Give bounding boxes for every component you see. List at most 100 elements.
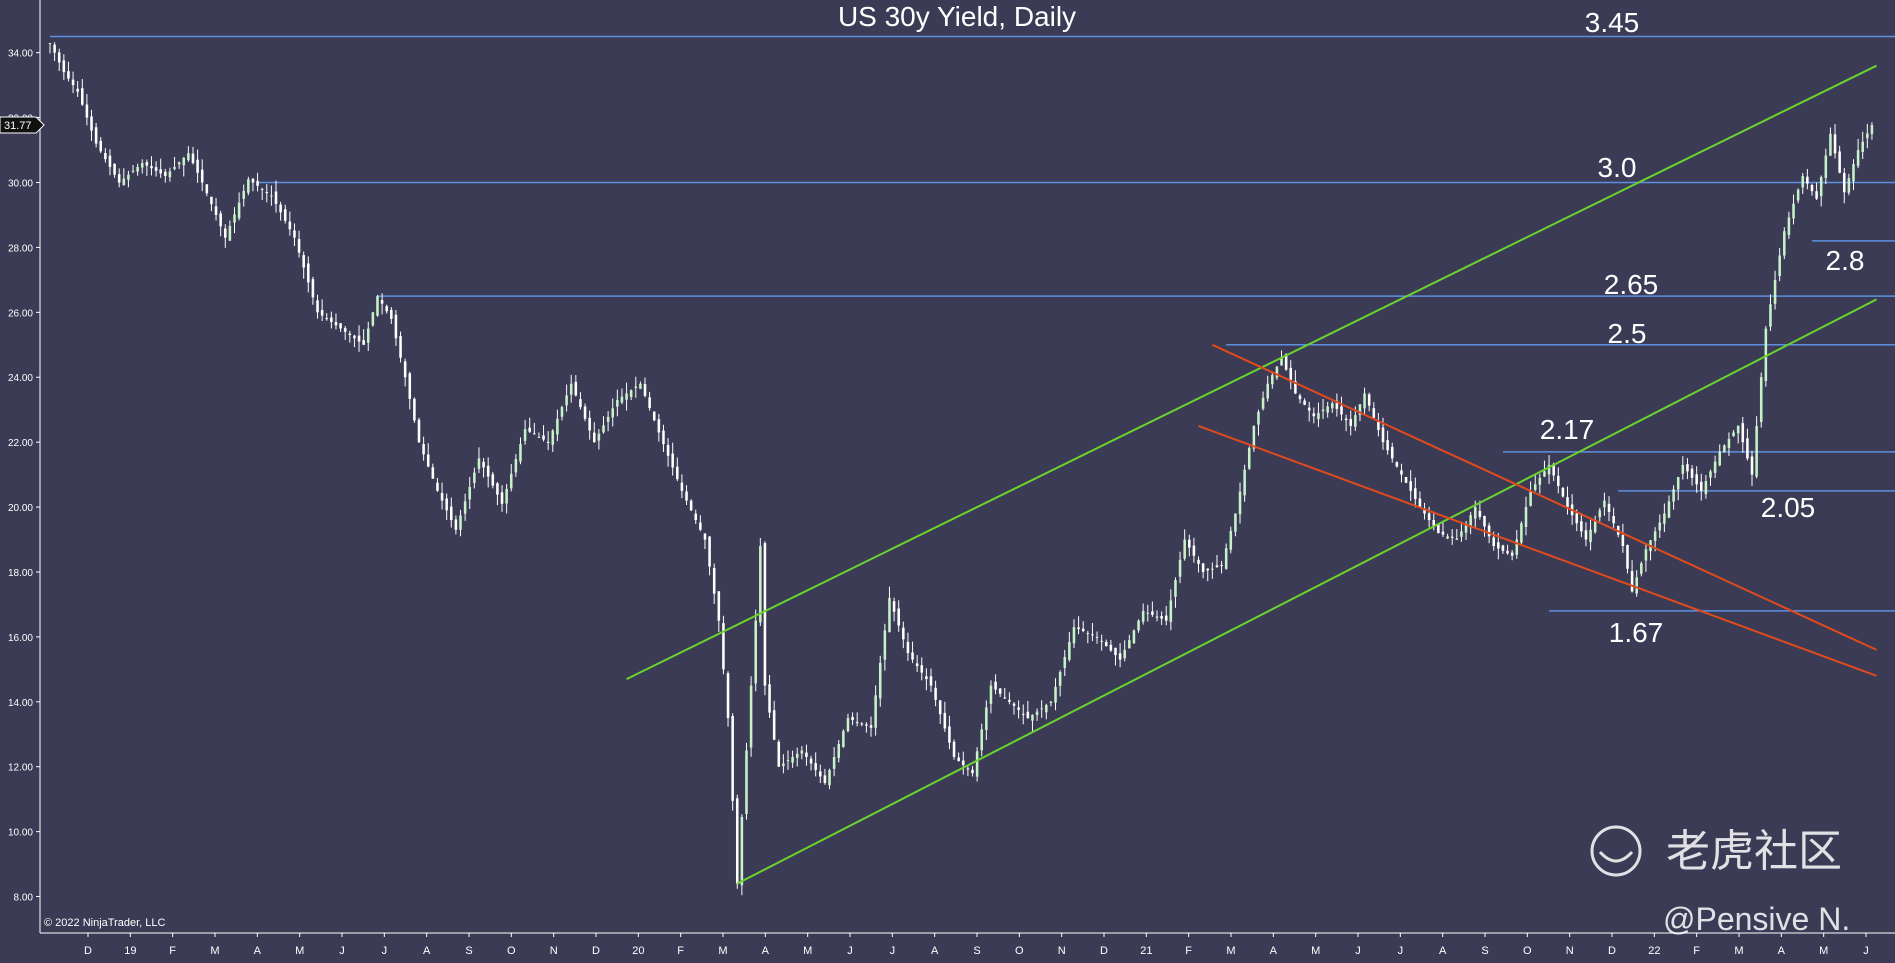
candle-body [390,309,393,319]
candle-body [1686,464,1689,472]
x-tick-label: M [1819,945,1828,957]
x-tick-label: M [210,945,219,957]
candle-body [1746,438,1749,459]
candle-body [1478,510,1482,517]
candle-body [265,191,269,193]
x-tick-label: 21 [1140,945,1152,957]
candle-body [1358,404,1362,415]
x-tick-label: D [592,945,600,957]
candle-body [546,441,550,443]
candle-body [569,383,573,395]
x-tick-label: F [169,945,176,957]
candle-body [1450,536,1454,538]
candle-body [1695,474,1698,485]
x-tick-label: M [1311,945,1320,957]
x-tick-label: J [890,945,896,957]
candle-body [1289,367,1293,382]
candle-body [1114,647,1117,656]
candle-body [906,641,910,654]
candle-body [1229,530,1233,550]
x-tick-label: F [677,945,684,957]
candle-body [666,445,670,456]
candle-body [1658,522,1662,531]
candle-body [399,336,402,358]
candle-body [1294,380,1297,394]
candle-body [223,228,227,238]
candle-body [1589,529,1592,543]
candle-body [1307,407,1311,411]
candle-body [99,140,103,152]
x-tick-label: J [847,945,853,957]
candle-body [1603,500,1606,508]
candle-body [1151,611,1154,615]
candle-body [57,52,61,63]
candle-body [629,390,633,398]
candle-body [320,310,324,316]
candle-body [897,608,900,626]
candle-body [431,467,435,479]
candle-body [422,444,425,455]
candle-body [1423,508,1426,514]
candle-body [1211,568,1214,570]
candle-body [1317,412,1320,420]
candle-body [726,673,730,719]
candle-body [878,662,882,699]
candle-body [1367,394,1371,406]
candle-body [1206,568,1210,571]
level-annotation: 2.8 [1826,245,1865,276]
y-tick-label: 8.00 [14,893,34,904]
x-tick-label: M [718,945,727,957]
candle-body [200,169,204,183]
x-tick-label: A [931,945,939,957]
x-tick-label: S [973,945,980,957]
candle-body [1584,530,1588,540]
candle-body [436,482,439,491]
candle-body [177,162,181,165]
x-tick-label: J [339,945,345,957]
candle-body [1068,642,1071,660]
tiger-logo-mark [1598,850,1634,863]
x-tick-label: D [1100,945,1108,957]
candle-body [1866,133,1869,139]
candle-body [1012,703,1016,706]
candle-body [104,152,107,160]
candle-body [1543,471,1546,477]
candle-body [1681,464,1685,474]
x-tick-label: S [1481,945,1488,957]
candle-body [1169,600,1173,622]
candle-body [759,546,762,623]
candle-body [117,174,121,183]
candle-body [989,685,993,704]
candle-body [694,513,698,521]
x-tick-label: 20 [632,945,644,957]
candle-body [528,427,531,432]
candle-body [357,335,361,342]
candle-body [1713,461,1717,473]
candle-body [71,79,75,86]
level-annotation: 3.0 [1598,152,1637,183]
candle-body [883,630,887,660]
candle-body [403,361,407,378]
candle-body [565,395,568,406]
candle-body [242,190,246,199]
candle-body [1533,484,1537,490]
candle-body [233,214,236,223]
candle-body [842,731,845,748]
candle-body [703,533,707,540]
candle-body [639,383,642,389]
candle-body [1183,539,1186,559]
x-tick-label: D [84,945,92,957]
candle-body [394,314,398,339]
candle-body [1008,699,1011,702]
candle-body [1473,507,1477,519]
candle-body [366,328,370,343]
candle-body [952,741,956,757]
candle-body [777,741,781,767]
candle-body [1095,636,1099,638]
candle-body [413,398,416,421]
candle-body [1833,134,1837,154]
candle-body [477,458,481,469]
candle-body [1247,447,1251,469]
candle-body [122,178,126,186]
trendlines-layer [626,64,1878,885]
